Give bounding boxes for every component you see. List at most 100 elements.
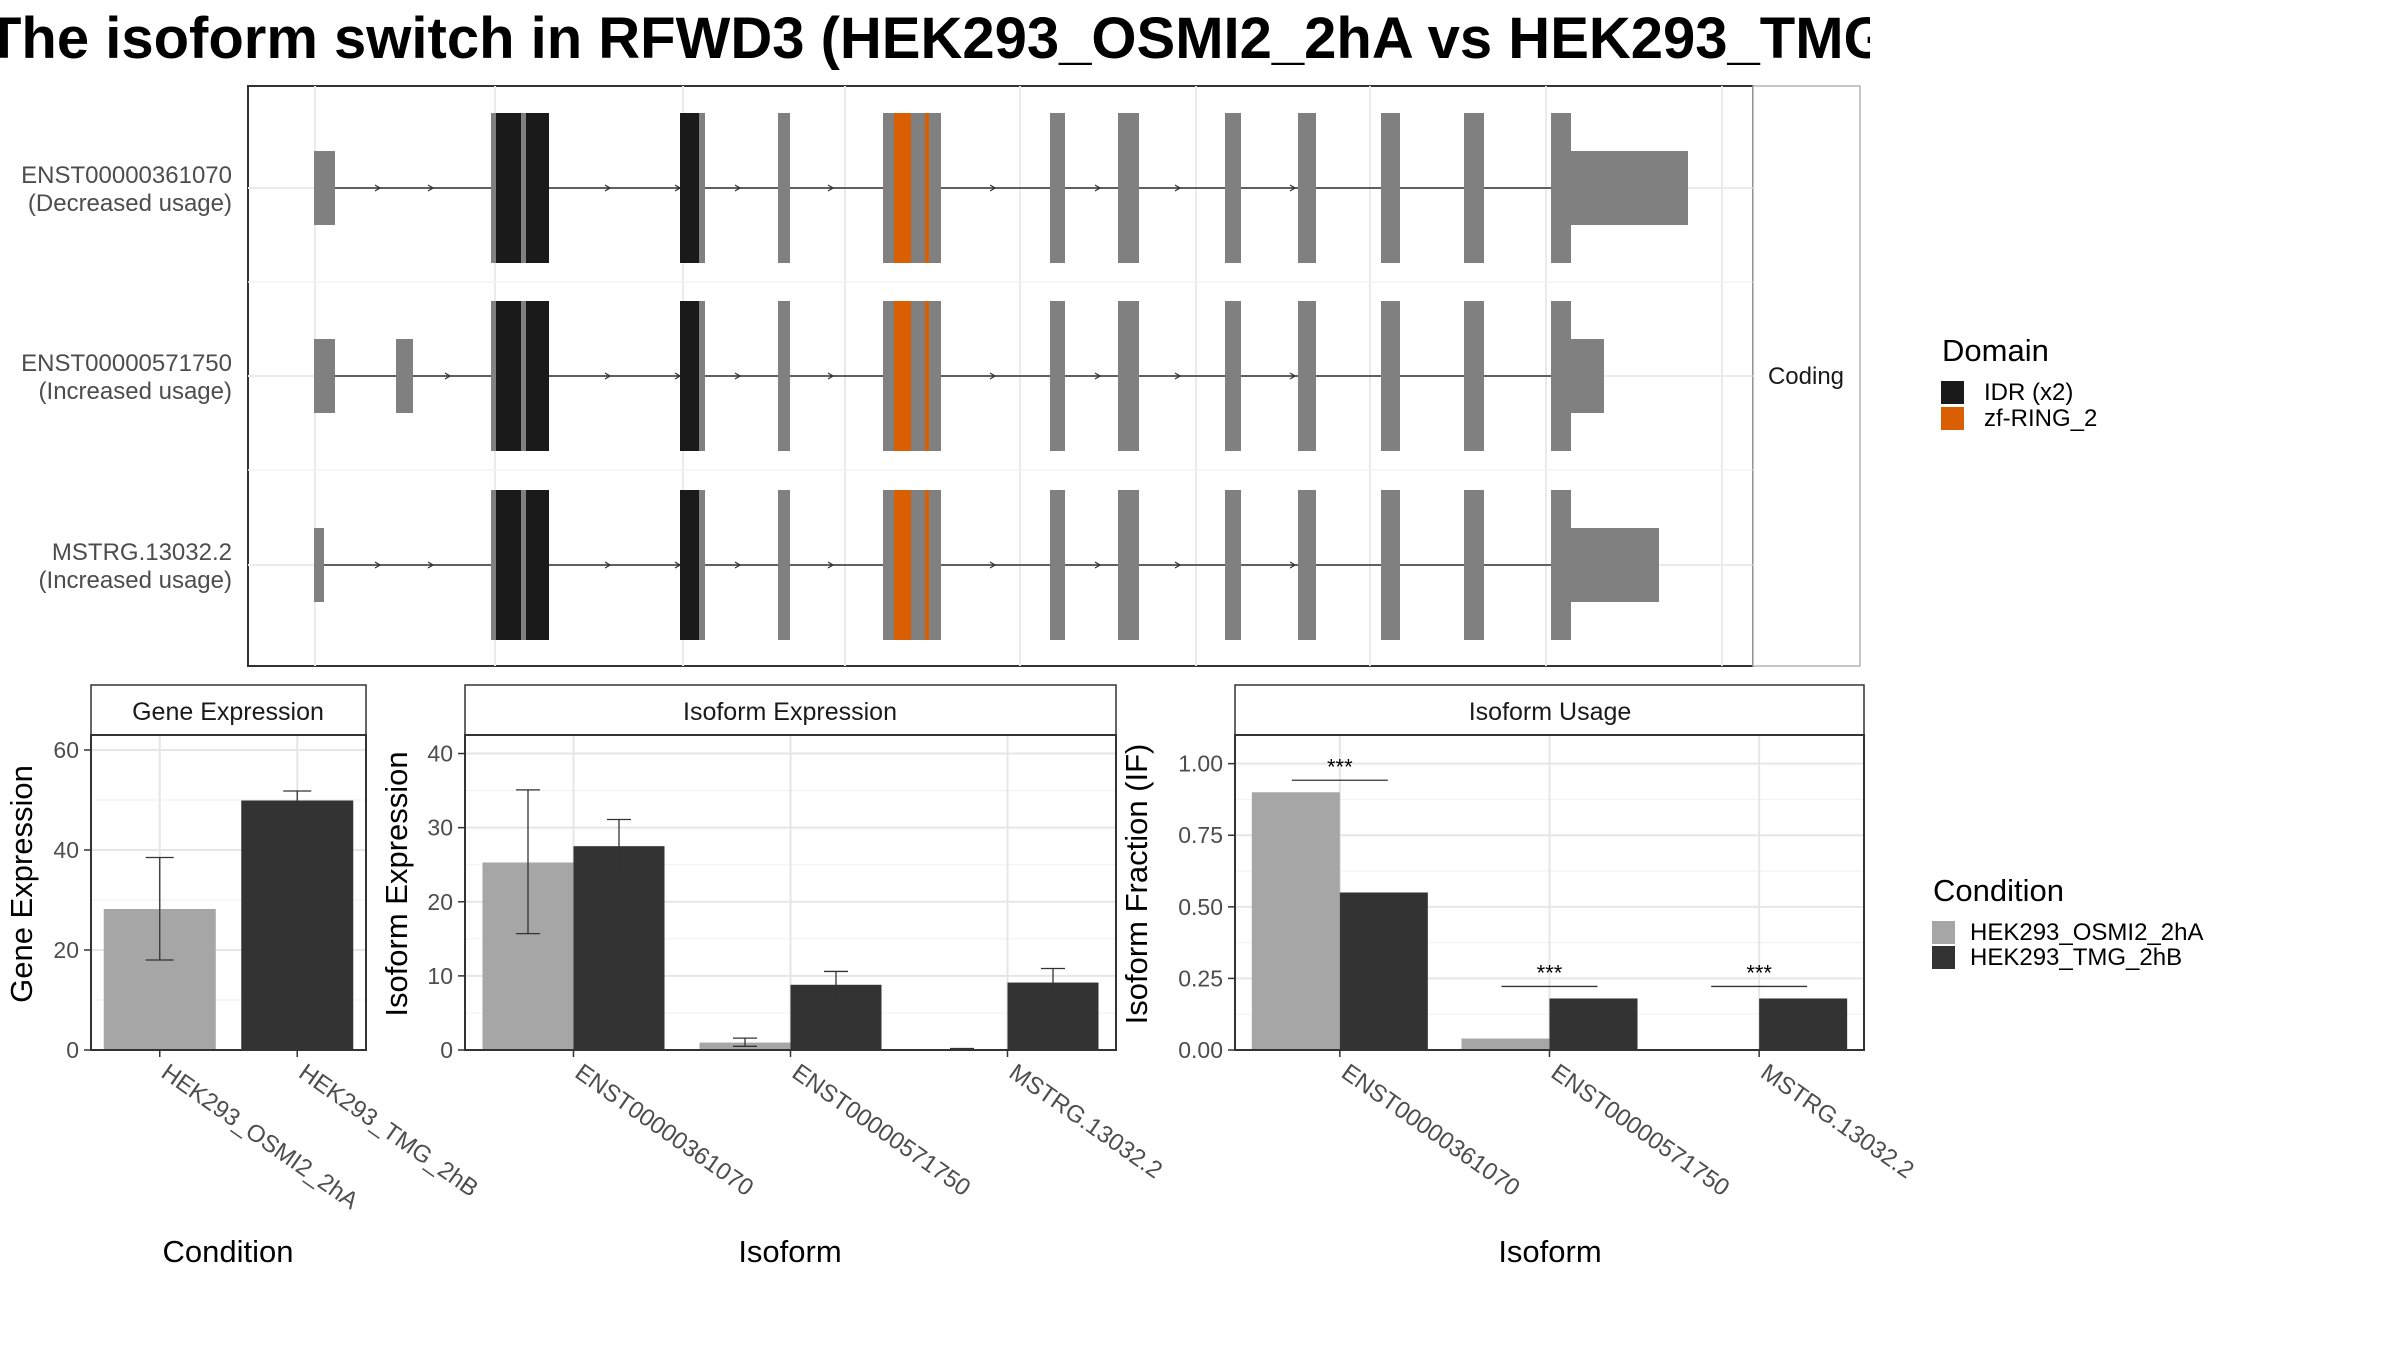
strand-arrow	[1094, 184, 1102, 192]
coding-exon	[778, 490, 790, 640]
y-tick-label: 40	[427, 741, 453, 767]
strand-arrow	[989, 372, 997, 380]
isoform-usage-label: (Increased usage)	[39, 378, 232, 405]
idr-domain	[526, 113, 549, 263]
y-tick-label: 0	[440, 1037, 453, 1063]
transcript-track	[314, 490, 1659, 640]
domain-legend-key	[1941, 381, 1964, 404]
gene-expression-strip	[90, 684, 367, 736]
isoform-id-label: ENST00000571750	[21, 350, 232, 377]
x-tick-label: ENST00000571750	[1546, 1059, 1734, 1202]
coding-exon	[883, 490, 941, 640]
coding-exon	[1050, 490, 1065, 640]
bar	[573, 846, 665, 1050]
strand-arrow	[427, 184, 435, 192]
transcript-structure-panel: ENST00000361070(Decreased usage) ENST0000…	[21, 85, 1861, 667]
strand-arrow	[734, 372, 742, 380]
idr-domain	[496, 113, 521, 263]
gene-expression-ylabel: Gene Expression	[4, 765, 39, 1003]
coding-exon	[1381, 490, 1400, 640]
transcript-track	[314, 301, 1604, 451]
coding-exon	[1225, 301, 1241, 451]
y-tick-label: 0	[66, 1037, 79, 1063]
domain-legend: Domain IDR (x2)zf-RING_2	[1941, 333, 2097, 432]
last-exon-utr	[1568, 151, 1688, 225]
strand-arrow	[734, 561, 742, 569]
bar	[1339, 892, 1428, 1050]
x-tick-label: MSTRG.13032.2	[1004, 1059, 1167, 1184]
isoform-usage-label: (Increased usage)	[39, 567, 232, 594]
strand-arrow	[1174, 561, 1182, 569]
coding-exon	[1225, 490, 1241, 640]
isoform-usage-ylabel: Isoform Fraction (IF)	[1119, 744, 1154, 1025]
coding-exon	[1050, 113, 1065, 263]
significance-label: ***	[1327, 754, 1353, 779]
last-exon-utr	[1568, 528, 1659, 602]
isoform-expression-ylabel: Isoform Expression	[379, 751, 414, 1016]
idr-domain	[680, 113, 699, 263]
panel-border	[90, 734, 367, 1051]
gene-expression-strip-title: Gene Expression	[132, 698, 324, 726]
utr-exon	[314, 151, 335, 225]
y-tick-label: 30	[427, 815, 453, 841]
coding-exon	[778, 301, 790, 451]
y-tick-label: 60	[53, 737, 79, 763]
last-exon-coding	[1551, 301, 1568, 451]
bar	[1759, 998, 1848, 1050]
coding-exon	[1118, 113, 1139, 263]
x-tick-label: ENST00000571750	[787, 1059, 975, 1202]
strand-arrow	[604, 561, 612, 569]
isoform-expression-panel: Isoform Expression 0 10 20 30 40 ENST00000361…	[379, 684, 1167, 1269]
coding-exon	[1050, 301, 1065, 451]
strand-arrow	[604, 184, 612, 192]
condition-legend-key	[1932, 921, 1955, 944]
coding-exon	[1464, 113, 1484, 263]
isoform-id-label: ENST00000361070	[21, 162, 232, 189]
coding-exon	[778, 113, 790, 263]
coding-exon	[883, 113, 941, 263]
idr-domain	[496, 490, 521, 640]
idr-domain	[496, 301, 521, 451]
coding-exon	[1298, 301, 1316, 451]
utr-exon	[396, 339, 413, 413]
strand-arrow	[827, 184, 835, 192]
strand-arrow	[374, 561, 382, 569]
transcript-track	[314, 113, 1688, 263]
significance-label: ***	[1746, 960, 1772, 985]
y-tick-label: 1.00	[1178, 751, 1223, 777]
strand-arrow	[1289, 184, 1297, 192]
strand-arrow	[427, 561, 435, 569]
coding-exon	[1298, 490, 1316, 640]
isoform-expression-strip-title: Isoform Expression	[683, 698, 897, 726]
isoform-usage-strip	[1234, 684, 1865, 736]
domain-legend-key	[1941, 407, 1964, 430]
y-tick-label: 0.25	[1178, 965, 1223, 991]
strand-arrow	[827, 561, 835, 569]
condition-legend-label: HEK293_OSMI2_2hA	[1970, 919, 2203, 946]
facet-label-coding: Coding	[1768, 363, 1844, 390]
bar	[1251, 792, 1340, 1050]
facet-strip	[1752, 85, 1861, 667]
coding-exon	[1381, 301, 1400, 451]
x-tick-label: MSTRG.13032.2	[1756, 1059, 1919, 1184]
condition-legend-key	[1932, 946, 1955, 969]
strand-arrow	[1289, 372, 1297, 380]
zf-ring-domain	[925, 113, 929, 263]
last-exon-utr	[1568, 339, 1604, 413]
strand-arrow	[1174, 372, 1182, 380]
condition-legend-label: HEK293_TMG_2hB	[1970, 944, 2182, 971]
isoform-usage-label: (Decreased usage)	[28, 190, 232, 217]
coding-exon	[1381, 113, 1400, 263]
domain-legend-label: zf-RING_2	[1984, 405, 2097, 432]
bar	[241, 800, 354, 1050]
isoform-usage-strip-title: Isoform Usage	[1469, 698, 1632, 726]
y-tick-label: 0.75	[1178, 822, 1223, 848]
y-tick-label: 10	[427, 963, 453, 989]
coding-exon	[1298, 113, 1316, 263]
bar	[1549, 998, 1638, 1050]
strand-arrow	[989, 561, 997, 569]
domain-legend-label: IDR (x2)	[1984, 379, 2073, 406]
x-tick-label: ENST00000361070	[570, 1059, 758, 1202]
